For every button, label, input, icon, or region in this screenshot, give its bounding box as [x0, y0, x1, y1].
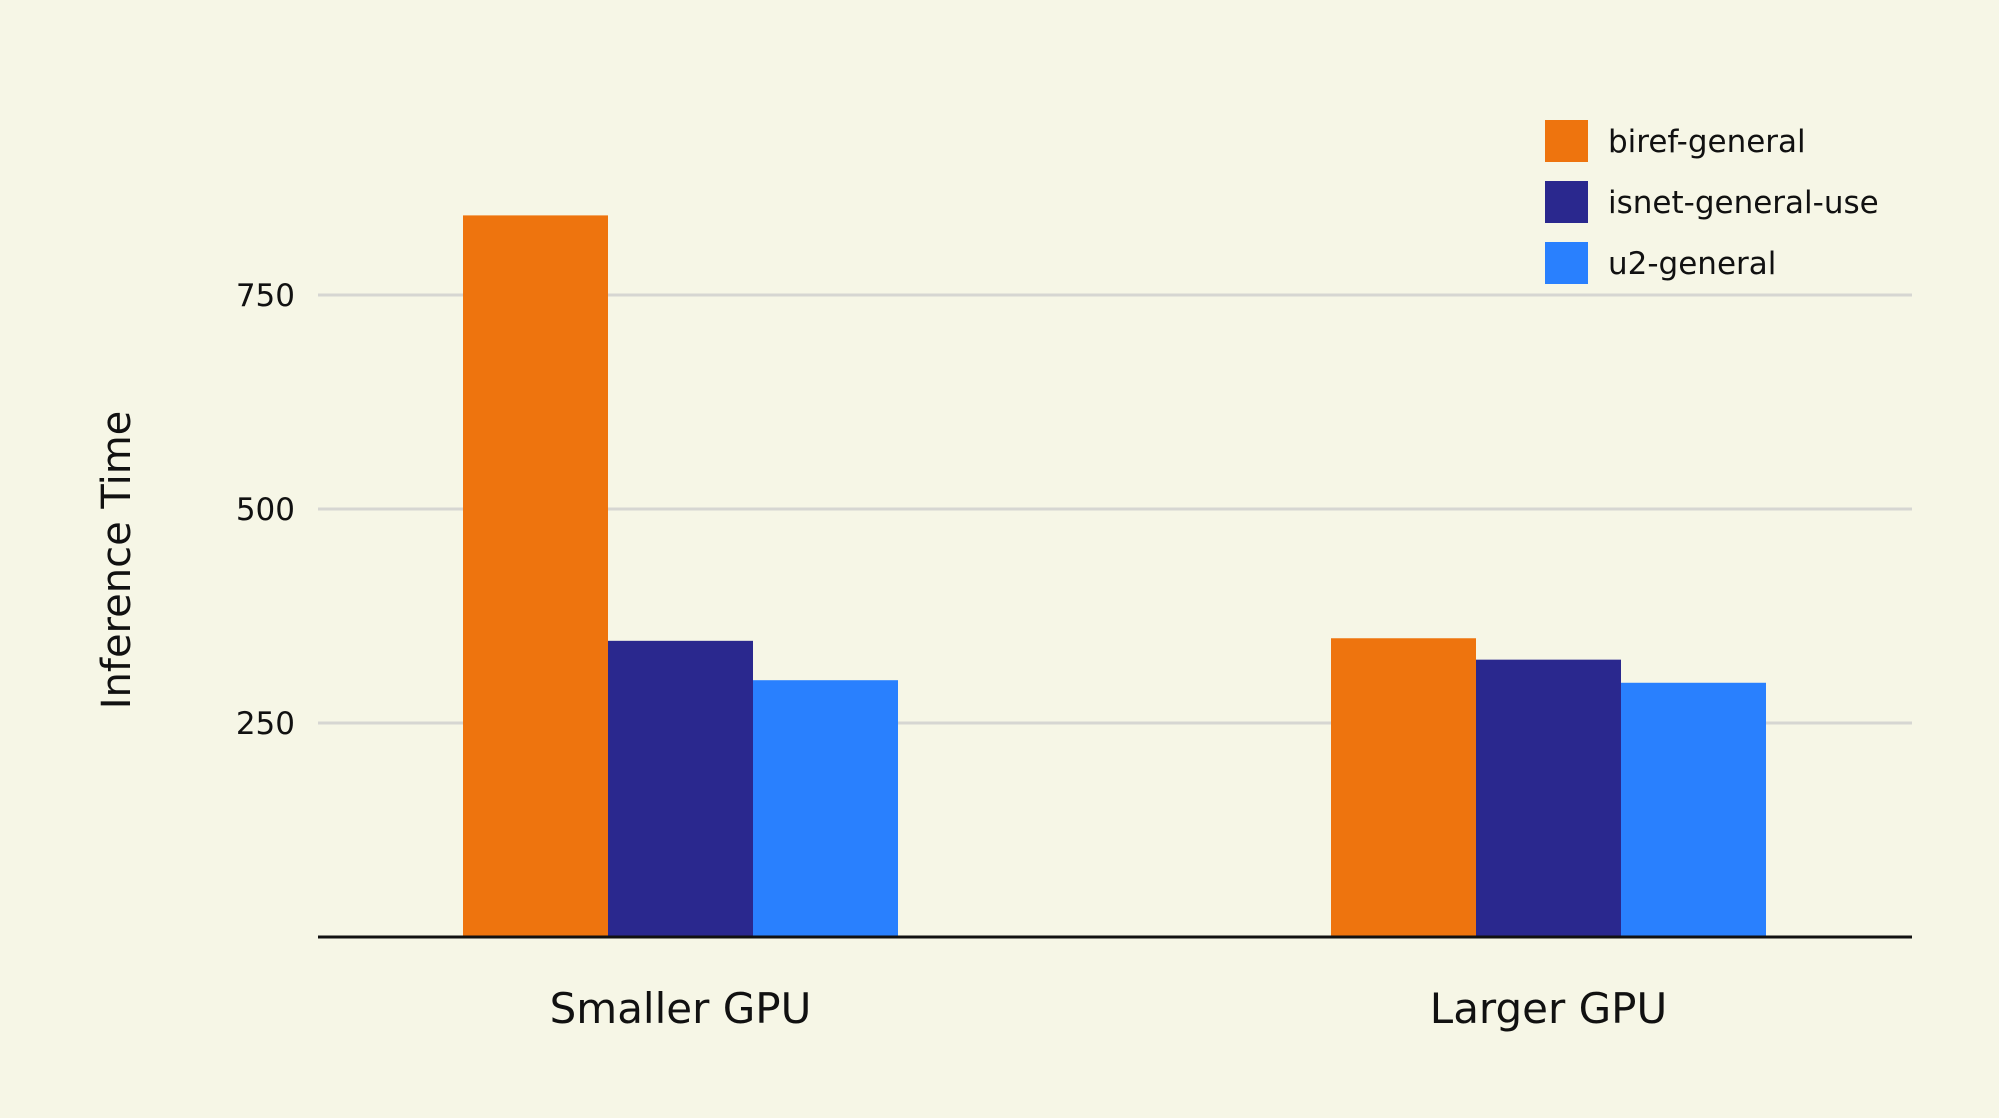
x-category-label: Larger GPU: [1430, 984, 1667, 1033]
y-axis-ticks: 250 500 750: [236, 278, 295, 742]
x-axis-categories: Smaller GPU Larger GPU: [550, 984, 1668, 1033]
legend-swatch-u2-general: [1545, 242, 1588, 284]
y-tick-label: 500: [236, 492, 295, 528]
bar-u2-general-1: [1621, 682, 1766, 937]
y-axis-title: Inference Time: [94, 411, 140, 710]
bar-u2-general-0: [753, 680, 898, 937]
legend-label: u2-general: [1608, 246, 1776, 282]
bars: [463, 215, 1766, 938]
legend-swatch-biref-general: [1545, 120, 1588, 162]
bar-isnet-general-use-1: [1476, 659, 1621, 937]
bar-biref-general-1: [1331, 638, 1476, 937]
legend-swatch-isnet-general-use: [1545, 181, 1588, 223]
bar-isnet-general-use-0: [608, 640, 753, 937]
y-tick-label: 250: [236, 706, 295, 742]
x-category-label: Smaller GPU: [550, 984, 812, 1033]
legend-label: isnet-general-use: [1608, 185, 1879, 221]
bar-biref-general-0: [463, 215, 608, 938]
y-tick-label: 750: [236, 278, 295, 314]
legend-label: biref-general: [1608, 124, 1806, 160]
legend: biref-general isnet-general-use u2-general: [1545, 120, 1879, 284]
